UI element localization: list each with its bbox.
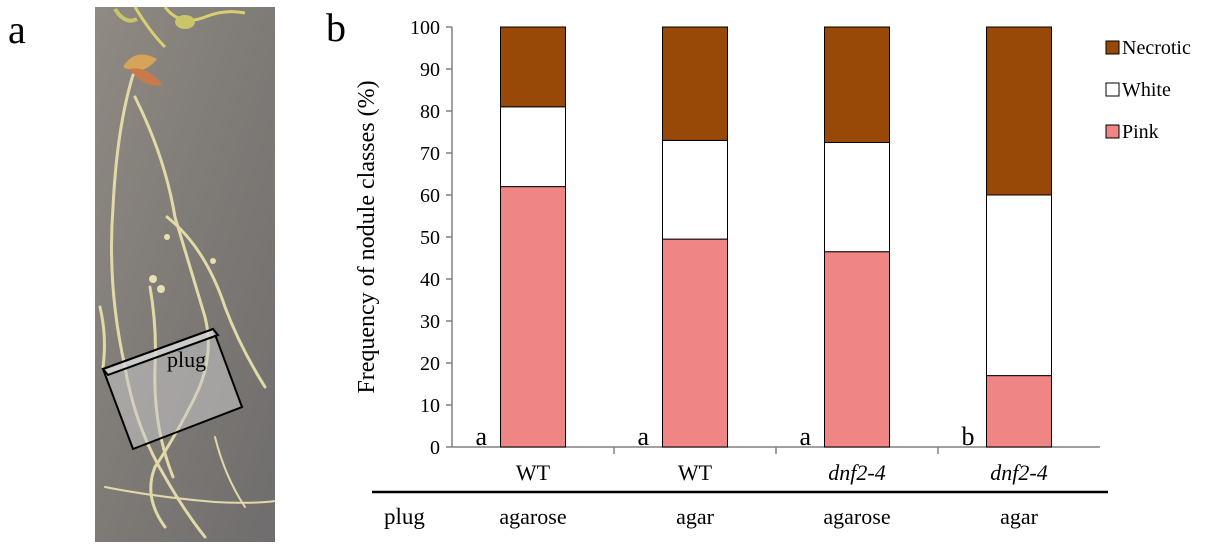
genotype-label: WT bbox=[516, 460, 551, 485]
y-tick-label: 0 bbox=[430, 437, 440, 459]
panel-label-a: a bbox=[8, 7, 26, 52]
seedling-leaves bbox=[113, 7, 246, 86]
bar-segment-necrotic bbox=[500, 26, 566, 108]
plug-row-label: plug bbox=[384, 504, 425, 529]
stacked-bars bbox=[500, 26, 1052, 448]
y-tick-label: 20 bbox=[420, 353, 440, 375]
plug-label: plug bbox=[167, 347, 206, 372]
group-letter: b bbox=[962, 422, 975, 451]
y-tick-label: 70 bbox=[420, 143, 440, 165]
legend: Necrotic White Pink bbox=[1105, 37, 1191, 143]
bar-segment-necrotic bbox=[824, 26, 890, 143]
y-tick-label: 100 bbox=[410, 17, 440, 39]
y-axis-title: Frequency of nodule classes (%) bbox=[354, 80, 380, 393]
plug-type-label: agar bbox=[1000, 504, 1039, 529]
plug-type-label: agarose bbox=[499, 504, 566, 529]
bar-segment-white bbox=[500, 106, 566, 188]
group-letter: a bbox=[638, 422, 650, 451]
plug-outline bbox=[101, 327, 244, 451]
legend-label-necrotic: Necrotic bbox=[1122, 37, 1191, 59]
genotype-label: WT bbox=[678, 460, 713, 485]
bar-segment-necrotic bbox=[986, 26, 1052, 196]
genotype-label: dnf2-4 bbox=[990, 460, 1047, 485]
y-tick-label: 10 bbox=[420, 395, 440, 417]
legend-label-pink: Pink bbox=[1122, 121, 1159, 143]
bar-segment-pink bbox=[986, 375, 1052, 448]
genotype-label: dnf2-4 bbox=[828, 460, 885, 485]
bar-segment-white bbox=[662, 139, 728, 240]
group-letter: a bbox=[476, 422, 488, 451]
y-tick-label: 90 bbox=[420, 59, 440, 81]
y-tick-label: 60 bbox=[420, 185, 440, 207]
nodules bbox=[149, 234, 216, 293]
bar-segment-pink bbox=[500, 186, 566, 448]
plug-type-label: agar bbox=[676, 504, 715, 529]
legend-swatch-necrotic bbox=[1105, 40, 1120, 55]
photo-background bbox=[95, 7, 275, 542]
legend-swatch-pink bbox=[1105, 124, 1120, 139]
bar-segment-pink bbox=[824, 251, 890, 448]
y-tick-label: 30 bbox=[420, 311, 440, 333]
y-tick-label: 50 bbox=[420, 227, 440, 249]
group-letter: a bbox=[800, 422, 812, 451]
root-plug-photo: plug bbox=[95, 7, 275, 542]
plug-type-label: agarose bbox=[823, 504, 890, 529]
legend-label-white: White bbox=[1122, 79, 1171, 101]
bar-segment-white bbox=[824, 142, 890, 253]
legend-swatch-white bbox=[1105, 82, 1120, 97]
y-ticks: 0 10 20 30 40 50 60 70 80 90 100 bbox=[410, 17, 452, 459]
bar-segment-white bbox=[986, 194, 1052, 377]
panel-label-b: b bbox=[326, 5, 346, 50]
bar-segment-necrotic bbox=[662, 26, 728, 141]
y-tick-label: 40 bbox=[420, 269, 440, 291]
y-tick-label: 80 bbox=[420, 101, 440, 123]
x-labels: a WT agarose a WT agar a dnf2-4 agarose b dnf2-4 ag… bbox=[372, 422, 1108, 529]
bar-segment-pink bbox=[662, 238, 728, 448]
